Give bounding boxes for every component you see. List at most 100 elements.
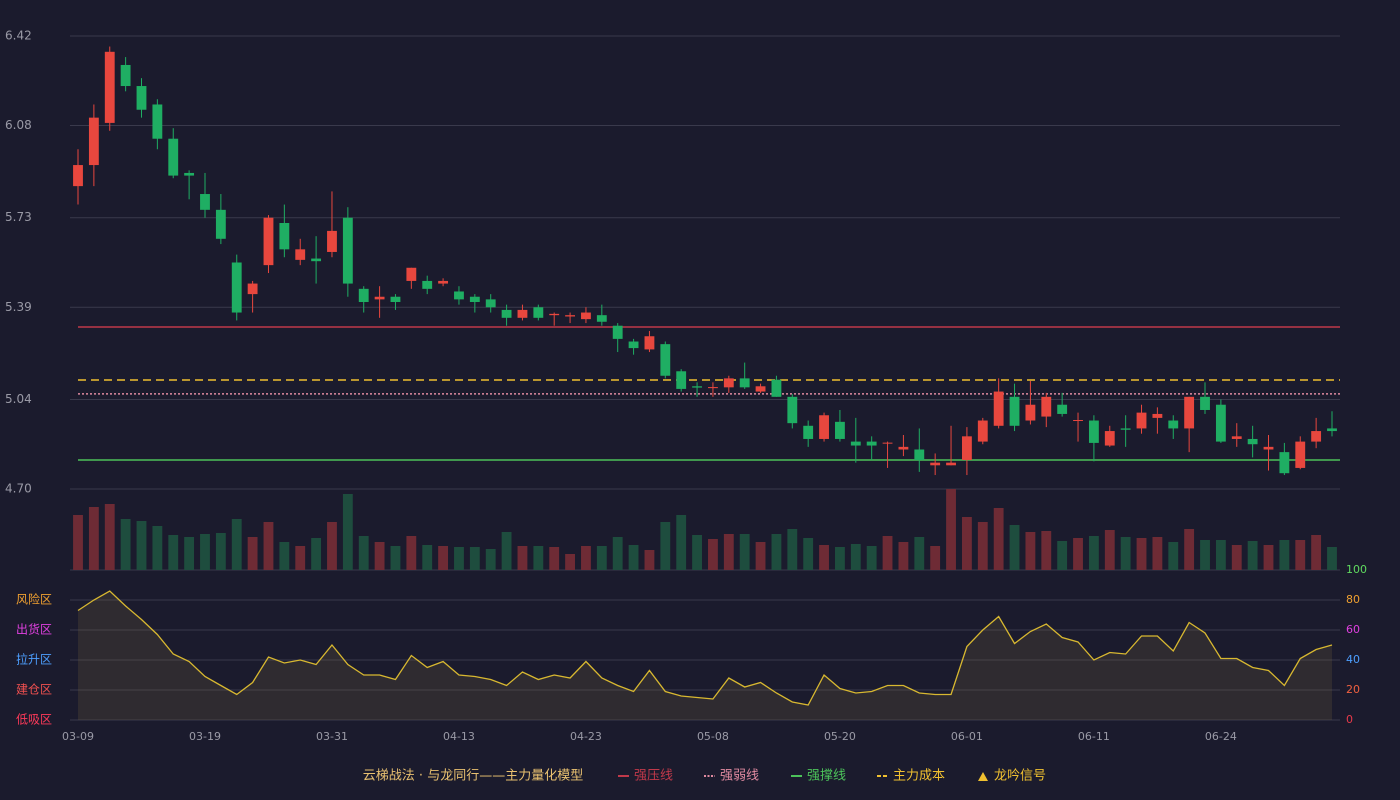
volume-bar bbox=[88, 507, 99, 570]
volume-bar bbox=[755, 542, 766, 570]
candle-body bbox=[612, 325, 623, 339]
volume-bar bbox=[708, 539, 718, 570]
volume-bar bbox=[485, 549, 496, 570]
candle-body bbox=[73, 165, 83, 187]
volume-bar bbox=[438, 546, 449, 570]
indicator-area bbox=[78, 591, 1332, 720]
zone-label: 拉升区 bbox=[16, 652, 52, 667]
candle-body bbox=[565, 315, 575, 317]
volume-bar bbox=[342, 494, 353, 570]
candle-body bbox=[628, 341, 639, 349]
volume-bar bbox=[1231, 545, 1242, 570]
candle-body bbox=[803, 425, 814, 439]
candle-body bbox=[1263, 446, 1274, 450]
candle-body bbox=[946, 462, 956, 466]
y2-tick-label: 100 bbox=[1346, 563, 1367, 576]
candle-body bbox=[676, 371, 687, 389]
candle-body bbox=[708, 387, 718, 389]
volume-bar bbox=[866, 546, 877, 570]
volume-bar bbox=[692, 535, 702, 570]
volume-bar bbox=[787, 529, 798, 570]
candle-body bbox=[850, 441, 861, 446]
candle-body bbox=[644, 336, 655, 350]
volume-bar bbox=[803, 538, 814, 570]
volume-bar bbox=[771, 534, 782, 570]
volume-bar bbox=[946, 489, 956, 570]
candle-body bbox=[1073, 419, 1083, 421]
volume-bar bbox=[1327, 547, 1337, 570]
zone-label: 出货区 bbox=[16, 622, 52, 637]
volume-bar bbox=[596, 546, 607, 570]
candle-body bbox=[279, 222, 290, 250]
volume-bar bbox=[327, 522, 337, 570]
candle-body bbox=[358, 288, 369, 303]
candle-body bbox=[819, 415, 829, 439]
volume-bar bbox=[73, 515, 83, 570]
candle-body bbox=[1311, 431, 1322, 442]
candle-body bbox=[660, 344, 671, 376]
volume-bar bbox=[152, 526, 163, 570]
volume-bar bbox=[295, 546, 306, 570]
candle-body bbox=[1168, 420, 1179, 429]
volume-bar bbox=[279, 542, 290, 570]
volume-bar bbox=[628, 545, 639, 570]
legend-label: 强撑线 bbox=[807, 769, 846, 784]
candle-body bbox=[866, 441, 877, 446]
x-tick-label: 06-24 bbox=[1205, 730, 1237, 743]
volume-bar bbox=[819, 545, 829, 570]
zone-label: 风险区 bbox=[16, 592, 52, 607]
volume-bar bbox=[723, 534, 734, 570]
volume-bar bbox=[644, 550, 655, 570]
y-tick-label: 5.39 bbox=[5, 300, 32, 314]
volume-bar bbox=[1057, 541, 1068, 570]
candle-body bbox=[501, 309, 512, 318]
candle-body bbox=[533, 307, 544, 318]
candle-body bbox=[136, 86, 147, 110]
volume-bar bbox=[549, 547, 560, 570]
candle-body bbox=[882, 442, 893, 444]
volume-bar bbox=[1215, 540, 1226, 570]
candle-body bbox=[263, 217, 274, 266]
volume-bar bbox=[136, 521, 147, 570]
candle-body bbox=[930, 462, 941, 466]
volume-bar bbox=[390, 546, 401, 570]
candle-body bbox=[1215, 404, 1226, 442]
volume-bar bbox=[104, 504, 115, 570]
candle-body bbox=[485, 299, 496, 308]
candle-body bbox=[247, 283, 258, 295]
volume-bar bbox=[565, 554, 575, 570]
candle-body bbox=[1120, 428, 1131, 430]
x-tick-label: 05-08 bbox=[697, 730, 729, 743]
volume-bar bbox=[914, 537, 925, 570]
volume-bar bbox=[184, 537, 195, 570]
volume-bar bbox=[1295, 540, 1306, 570]
candle-body bbox=[168, 138, 179, 176]
candle-body bbox=[104, 51, 115, 123]
volume-bar bbox=[898, 542, 909, 570]
volume-bar bbox=[501, 532, 512, 570]
volume-bar bbox=[1168, 542, 1179, 570]
zone-label: 建仓区 bbox=[16, 683, 52, 697]
candle-body bbox=[787, 396, 798, 424]
x-tick-label: 06-11 bbox=[1078, 730, 1110, 743]
candle-body bbox=[1136, 412, 1147, 429]
candle-body bbox=[1184, 396, 1195, 429]
candle-body bbox=[231, 262, 242, 313]
candle-body bbox=[549, 313, 560, 316]
candle-body bbox=[581, 312, 591, 320]
candle-body bbox=[327, 230, 337, 252]
candle-body bbox=[342, 217, 353, 284]
volume-bar bbox=[247, 537, 258, 570]
volume-bar bbox=[1025, 532, 1036, 570]
legend-marker bbox=[978, 772, 988, 781]
x-tick-label: 04-23 bbox=[570, 730, 602, 743]
volume-bar bbox=[422, 545, 433, 570]
candle-body bbox=[961, 436, 972, 461]
volume-bar bbox=[612, 537, 623, 570]
candle-body bbox=[914, 449, 925, 461]
volume-bar bbox=[1200, 540, 1210, 570]
volume-bar bbox=[263, 522, 274, 570]
candle-body bbox=[1279, 452, 1290, 474]
y2-tick-label: 20 bbox=[1346, 683, 1360, 696]
volume-bar bbox=[215, 533, 226, 570]
